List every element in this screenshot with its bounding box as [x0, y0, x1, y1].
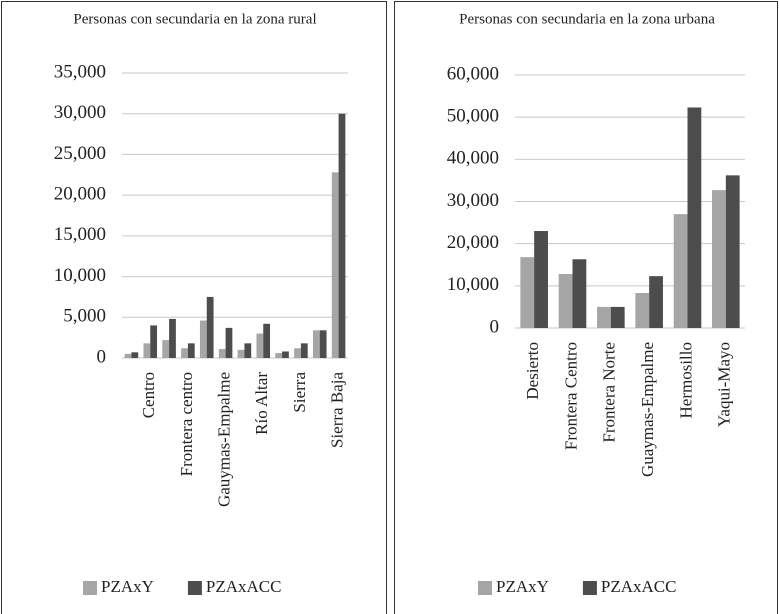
- bar: [312, 330, 320, 358]
- bar: [150, 325, 158, 358]
- legend-swatch: [582, 581, 597, 595]
- bar: [649, 276, 663, 328]
- legend-swatch: [187, 581, 202, 595]
- bar: [520, 257, 535, 328]
- bar: [143, 343, 151, 358]
- y-tick-label: 30,000: [447, 190, 499, 211]
- bar: [131, 352, 139, 358]
- legend-label: PZAxY: [496, 577, 549, 596]
- bar: [673, 214, 688, 328]
- bar: [558, 274, 573, 328]
- bar: [124, 353, 132, 358]
- x-tick-label: Gauymas-Empalme: [214, 372, 233, 507]
- y-tick-label: 10,000: [447, 274, 499, 295]
- panel-border: [394, 1, 778, 614]
- bar: [610, 306, 625, 328]
- bar: [256, 333, 264, 358]
- y-tick-label: 5,000: [63, 306, 106, 327]
- y-tick-label: 20,000: [447, 232, 499, 253]
- bar: [225, 327, 233, 358]
- bar: [218, 349, 226, 358]
- bar: [282, 351, 289, 358]
- x-tick-label: Guaymas-Empalme: [638, 342, 657, 477]
- y-tick-label: 60,000: [447, 63, 499, 84]
- x-tick-label: Frontera centro: [177, 372, 196, 476]
- y-tick-label: 30,000: [54, 102, 106, 123]
- bar: [635, 293, 650, 328]
- bar: [187, 343, 195, 358]
- bar: [712, 190, 726, 328]
- y-tick-label: 50,000: [447, 106, 499, 127]
- legend-swatch: [83, 581, 97, 595]
- bar: [199, 320, 207, 358]
- chart-title: Personas con secundaria en la zona urban…: [459, 11, 715, 27]
- x-tick-label: Centro: [139, 372, 158, 418]
- y-tick-label: 0: [490, 316, 500, 337]
- x-tick-label: Desierto: [523, 342, 542, 400]
- bar: [687, 107, 702, 329]
- y-tick-label: 35,000: [54, 61, 106, 82]
- bar: [597, 306, 611, 328]
- bar: [181, 348, 188, 358]
- bar: [263, 323, 271, 358]
- y-tick-label: 40,000: [447, 148, 499, 169]
- chart-title: Personas con secundaria en la zona rural: [73, 11, 316, 27]
- bar: [237, 349, 245, 358]
- bar: [331, 172, 339, 358]
- bar: [572, 259, 587, 328]
- bar: [725, 175, 740, 328]
- legend-swatch: [478, 581, 492, 595]
- legend-label: PZAxACC: [601, 577, 677, 596]
- bar: [338, 113, 346, 358]
- bar: [534, 231, 548, 328]
- x-tick-label: Hermosillo: [676, 342, 695, 419]
- bar: [300, 343, 308, 358]
- bar: [206, 296, 214, 358]
- bar: [319, 330, 327, 358]
- panel-border: [1, 1, 387, 614]
- y-tick-label: 25,000: [54, 143, 106, 164]
- bar: [162, 340, 170, 358]
- legend-label: PZAxY: [101, 577, 154, 596]
- x-tick-label: Frontera Norte: [600, 342, 619, 443]
- y-tick-label: 0: [97, 346, 107, 367]
- bar: [169, 318, 176, 358]
- bar: [244, 343, 252, 358]
- bar: [294, 348, 301, 358]
- y-tick-label: 15,000: [54, 224, 106, 245]
- x-tick-label: Frontera Centro: [561, 342, 580, 450]
- bar: [275, 353, 283, 358]
- x-tick-label: Sierra Baja: [327, 372, 346, 448]
- y-tick-label: 20,000: [54, 184, 106, 205]
- x-tick-label: Río Altar: [252, 372, 271, 435]
- legend-label: PZAxACC: [206, 577, 282, 596]
- y-tick-label: 10,000: [54, 265, 106, 286]
- x-tick-label: Sierra: [290, 372, 309, 413]
- x-tick-label: Yaqui-Mayo: [715, 342, 734, 427]
